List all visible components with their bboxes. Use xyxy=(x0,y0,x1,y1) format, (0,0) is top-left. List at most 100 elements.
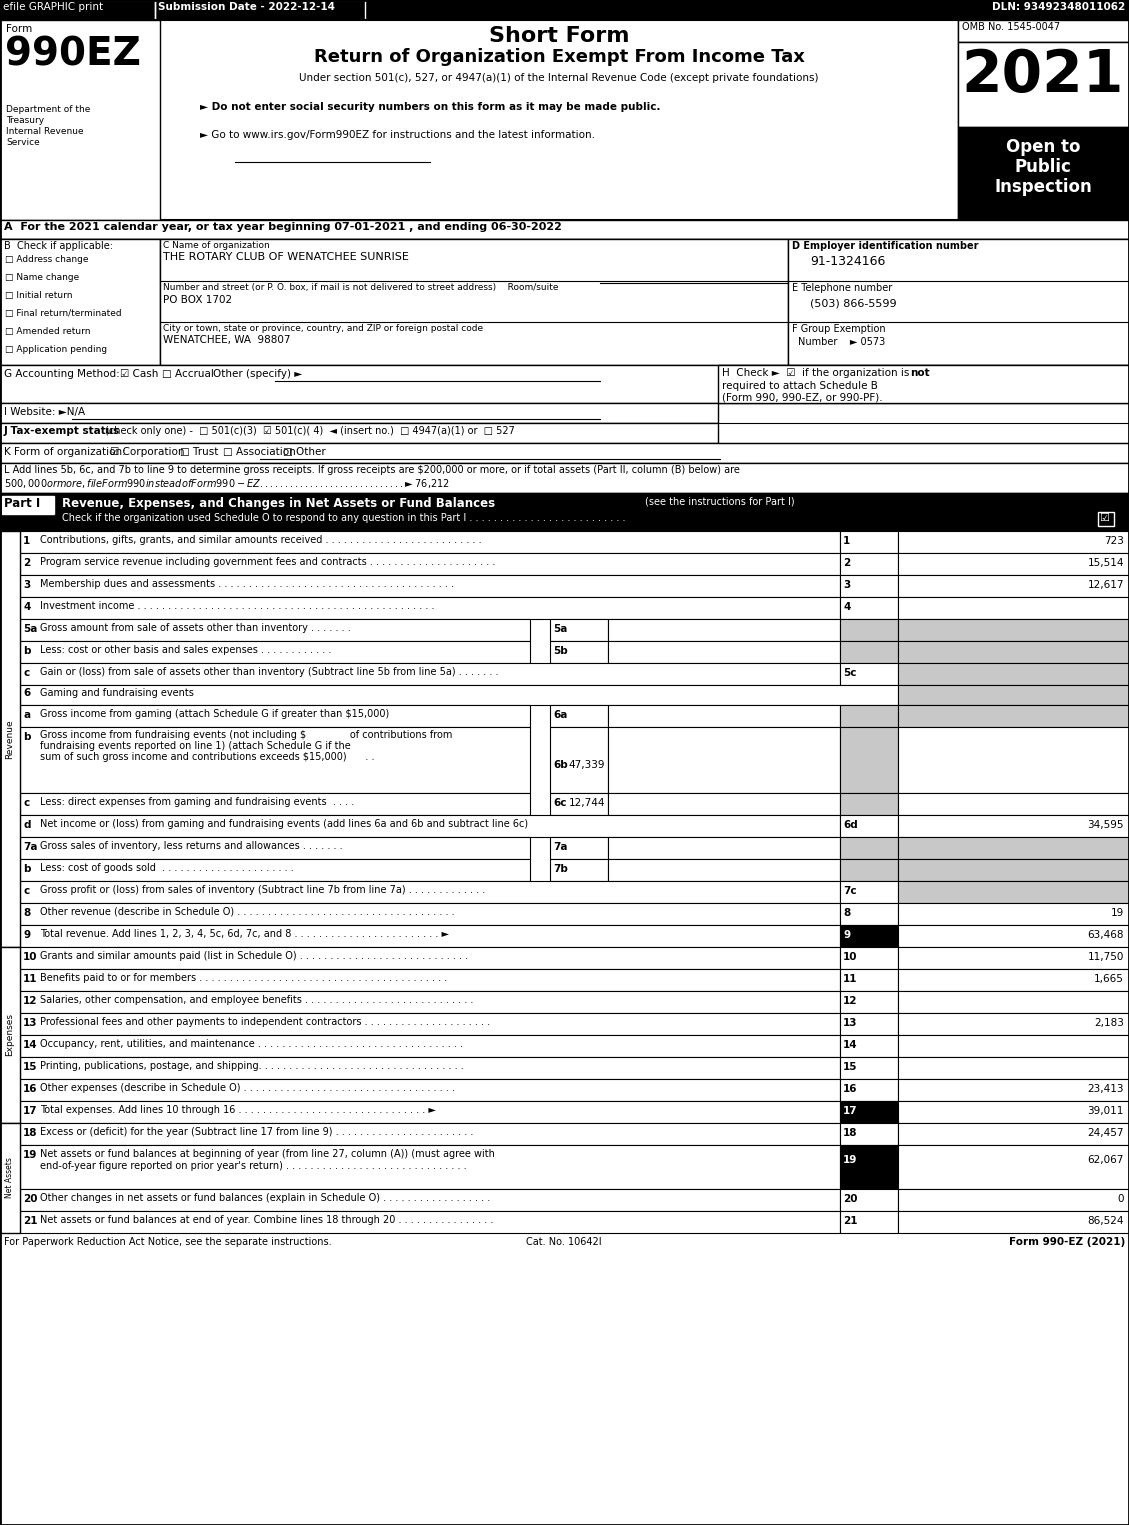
Bar xyxy=(609,619,840,640)
Bar xyxy=(840,947,898,968)
Text: 15: 15 xyxy=(23,1061,37,1072)
Bar xyxy=(20,859,530,881)
Text: 47,339: 47,339 xyxy=(569,759,605,770)
Bar xyxy=(898,531,1129,554)
Bar xyxy=(609,859,840,881)
Bar xyxy=(840,926,898,947)
Text: 10: 10 xyxy=(23,952,37,962)
Text: 20: 20 xyxy=(23,1194,37,1205)
Text: Inspection: Inspection xyxy=(995,178,1092,197)
Text: Part I: Part I xyxy=(5,497,41,509)
Text: 5a: 5a xyxy=(23,624,37,634)
Text: Submission Date - 2022-12-14: Submission Date - 2022-12-14 xyxy=(158,2,335,12)
Bar xyxy=(0,0,1129,20)
Text: ☑: ☑ xyxy=(1099,512,1109,523)
Bar xyxy=(550,727,609,793)
Bar xyxy=(20,1122,840,1145)
Text: 1: 1 xyxy=(23,535,30,546)
Text: Gaming and fundraising events: Gaming and fundraising events xyxy=(40,688,194,698)
Text: 5a: 5a xyxy=(553,624,568,634)
Bar xyxy=(898,1101,1129,1122)
Text: Membership dues and assessments . . . . . . . . . . . . . . . . . . . . . . . . : Membership dues and assessments . . . . … xyxy=(40,580,454,589)
Bar xyxy=(20,881,840,903)
Text: Program service revenue including government fees and contracts . . . . . . . . : Program service revenue including govern… xyxy=(40,557,496,567)
Bar xyxy=(840,968,898,991)
Text: Net Assets: Net Assets xyxy=(6,1157,15,1199)
Text: For Paperwork Reduction Act Notice, see the separate instructions.: For Paperwork Reduction Act Notice, see … xyxy=(5,1237,332,1247)
Bar xyxy=(840,705,898,727)
Text: required to attach Schedule B: required to attach Schedule B xyxy=(723,381,878,390)
Text: 23,413: 23,413 xyxy=(1087,1084,1124,1093)
Text: Treasury: Treasury xyxy=(6,116,44,125)
Text: 19: 19 xyxy=(1111,907,1124,918)
Text: sum of such gross income and contributions exceeds $15,000)      . .: sum of such gross income and contributio… xyxy=(40,752,375,762)
Text: 9: 9 xyxy=(843,930,850,939)
Text: Total revenue. Add lines 1, 2, 3, 4, 5c, 6d, 7c, and 8 . . . . . . . . . . . . .: Total revenue. Add lines 1, 2, 3, 4, 5c,… xyxy=(40,929,449,939)
Bar xyxy=(959,127,1129,220)
Text: 91-1324166: 91-1324166 xyxy=(809,255,885,268)
Bar xyxy=(898,859,1129,881)
Text: Form: Form xyxy=(6,24,33,34)
Bar xyxy=(20,727,530,793)
Text: b: b xyxy=(23,647,30,656)
Bar xyxy=(898,903,1129,926)
Text: Less: direct expenses from gaming and fundraising events  . . . .: Less: direct expenses from gaming and fu… xyxy=(40,798,355,807)
Bar xyxy=(840,640,898,663)
Bar xyxy=(840,619,898,640)
Bar xyxy=(0,364,1129,403)
Text: ► Do not enter social security numbers on this form as it may be made public.: ► Do not enter social security numbers o… xyxy=(200,102,660,111)
Bar xyxy=(2,496,54,514)
Bar xyxy=(840,1035,898,1057)
Text: □ Initial return: □ Initial return xyxy=(5,291,72,300)
Text: 8: 8 xyxy=(843,907,850,918)
Bar xyxy=(20,814,840,837)
Bar xyxy=(20,554,840,575)
Bar xyxy=(20,531,840,554)
Text: Occupancy, rent, utilities, and maintenance . . . . . . . . . . . . . . . . . . : Occupancy, rent, utilities, and maintena… xyxy=(40,1039,463,1049)
Text: Open to: Open to xyxy=(1006,137,1080,156)
Bar xyxy=(840,663,898,685)
Bar xyxy=(0,422,718,442)
Text: Form 990-EZ (2021): Form 990-EZ (2021) xyxy=(1008,1237,1124,1247)
Bar xyxy=(840,814,898,837)
Text: c: c xyxy=(23,886,29,897)
Text: Revenue: Revenue xyxy=(6,720,15,759)
Text: DLN: 93492348011062: DLN: 93492348011062 xyxy=(991,2,1124,12)
Bar xyxy=(20,1080,840,1101)
Text: Printing, publications, postage, and shipping. . . . . . . . . . . . . . . . . .: Printing, publications, postage, and shi… xyxy=(40,1061,464,1071)
Bar xyxy=(898,926,1129,947)
Bar xyxy=(0,220,1129,239)
Text: Other changes in net assets or fund balances (explain in Schedule O) . . . . . .: Other changes in net assets or fund bala… xyxy=(40,1193,490,1203)
Bar xyxy=(840,793,898,814)
Text: D Employer identification number: D Employer identification number xyxy=(793,241,979,252)
Bar xyxy=(840,1057,898,1080)
Text: Cat. No. 10642I: Cat. No. 10642I xyxy=(526,1237,602,1247)
Text: 1: 1 xyxy=(843,535,850,546)
Bar xyxy=(898,837,1129,859)
Text: H  Check ►  ☑  if the organization is: H Check ► ☑ if the organization is xyxy=(723,368,912,378)
Text: □ Other: □ Other xyxy=(283,447,326,458)
Text: 16: 16 xyxy=(23,1084,37,1093)
Bar xyxy=(20,685,898,705)
Text: Net assets or fund balances at end of year. Combine lines 18 through 20 . . . . : Net assets or fund balances at end of ye… xyxy=(40,1215,493,1225)
Bar xyxy=(840,1122,898,1145)
Bar xyxy=(609,705,840,727)
Text: 990EZ: 990EZ xyxy=(5,35,141,73)
Text: E Telephone number: E Telephone number xyxy=(793,284,892,293)
Text: Contributions, gifts, grants, and similar amounts received . . . . . . . . . . .: Contributions, gifts, grants, and simila… xyxy=(40,535,482,544)
Bar xyxy=(898,814,1129,837)
Bar xyxy=(609,793,840,814)
Text: Department of the: Department of the xyxy=(6,105,90,114)
Text: ☑ Corporation: ☑ Corporation xyxy=(110,447,184,458)
Bar xyxy=(550,793,609,814)
Text: 4: 4 xyxy=(843,602,850,612)
Bar xyxy=(840,727,898,793)
Bar xyxy=(0,442,1129,464)
Text: Gross income from gaming (attach Schedule G if greater than $15,000): Gross income from gaming (attach Schedul… xyxy=(40,709,390,718)
Bar xyxy=(898,554,1129,575)
Bar xyxy=(898,1122,1129,1145)
Text: Gross profit or (loss) from sales of inventory (Subtract line 7b from line 7a) .: Gross profit or (loss) from sales of inv… xyxy=(40,884,485,895)
Bar xyxy=(718,364,1129,403)
Text: ► Go to www.irs.gov/Form990EZ for instructions and the latest information.: ► Go to www.irs.gov/Form990EZ for instru… xyxy=(200,130,595,140)
Bar xyxy=(0,493,1129,531)
